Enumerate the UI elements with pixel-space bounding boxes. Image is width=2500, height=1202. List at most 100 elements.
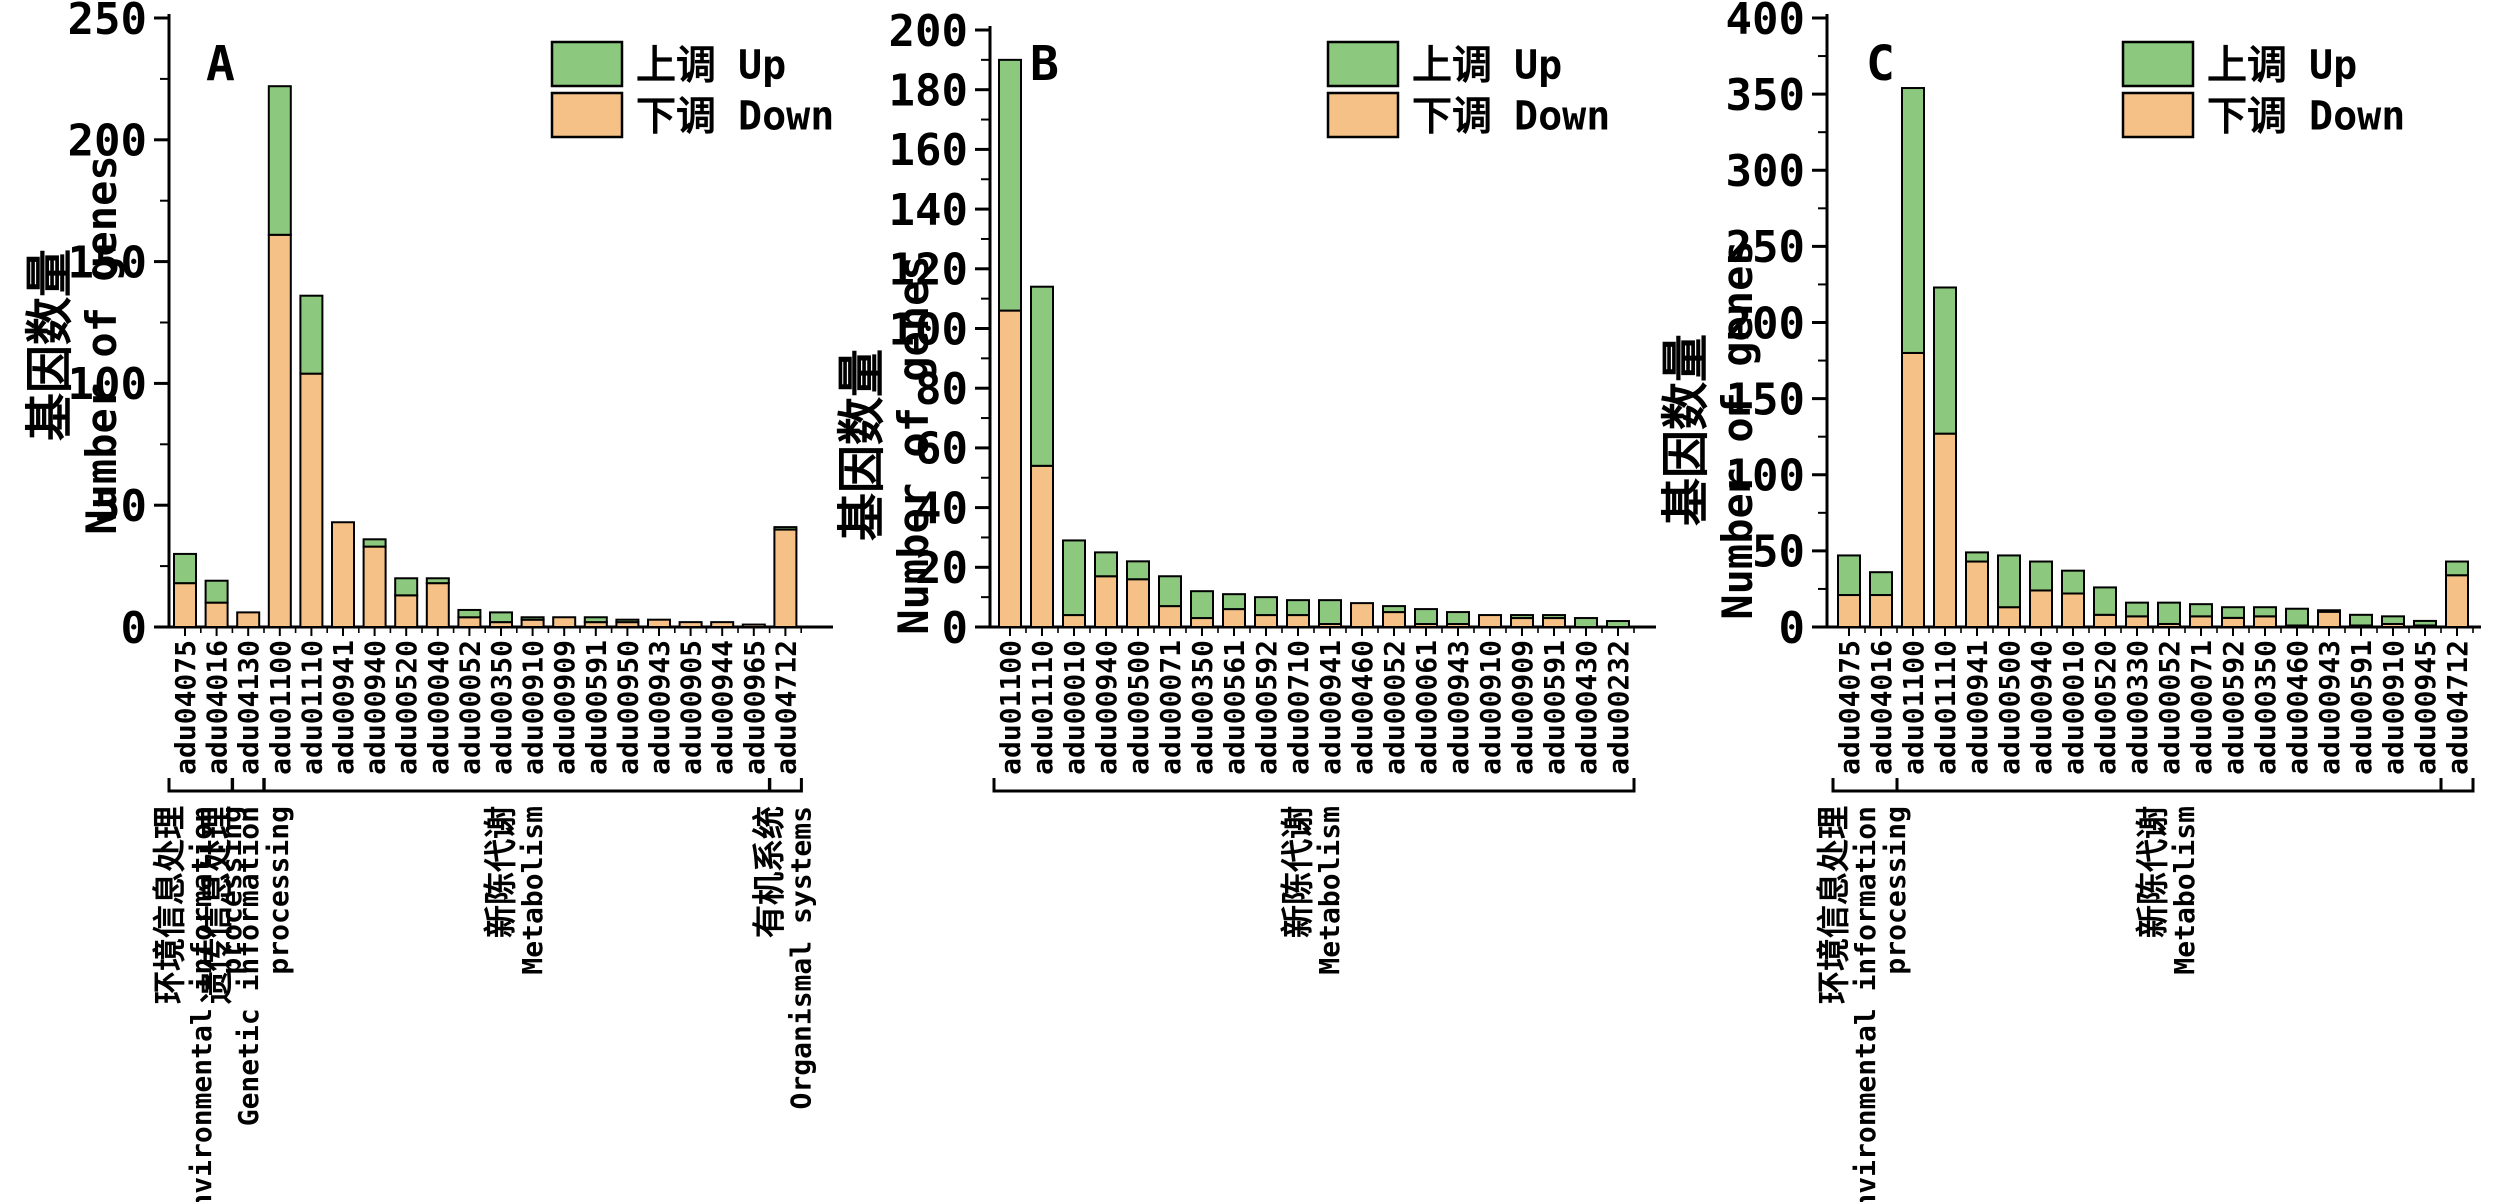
- panel-c-adu00350-down-bar: [2253, 615, 2277, 629]
- panel-c-xlabel-adu00591: adu00591: [2345, 640, 2378, 775]
- panel-b-adu00430-up-bar: [1574, 617, 1598, 628]
- panel-a-adu00940-down-bar: [362, 545, 387, 628]
- panel-b-xlabel-adu00561: adu00561: [1218, 640, 1251, 775]
- panel-a-xlabel-adu01100: adu01100: [264, 640, 297, 775]
- panel-c-xlabel-adu01110: adu01110: [1929, 640, 1962, 775]
- panel-a-adu00965-down-bar: [741, 623, 766, 629]
- panel-a-adu01110-up-bar: [299, 294, 324, 375]
- panel-b-xlabel-adu00460: adu00460: [1346, 640, 1379, 775]
- panel-b-adu00940-down-bar: [1094, 575, 1118, 629]
- panel-b-ytick-label-60: 60: [915, 424, 968, 475]
- panel-a-adu00040-down-bar: [425, 582, 450, 628]
- panel-a-group-label-1-line-2: processing: [262, 806, 295, 975]
- panel-a-adu01100-up-bar: [267, 85, 292, 236]
- panel-a-xlabel-adu04712: adu04712: [769, 640, 802, 775]
- panel-b-xlabel-adu00500: adu00500: [1122, 640, 1155, 775]
- panel-a-adu00520-up-bar: [394, 577, 419, 597]
- panel-c-adu01110-down-bar: [1933, 432, 1957, 628]
- panel-a-ytick-label-200: 200: [68, 116, 147, 167]
- panel-a-adu00350-up-bar: [489, 611, 513, 624]
- panel-b-adu00061-up-bar: [1414, 608, 1438, 626]
- panel-c-adu00330-down-bar: [2125, 615, 2149, 629]
- panel-c-ytick-label-150: 150: [1726, 374, 1805, 425]
- panel-c-adu01100-up-bar: [1901, 87, 1925, 354]
- panel-c-legend-down-label: 下调 Down: [2207, 93, 2405, 139]
- panel-a-xlabel-adu00910: adu00910: [517, 640, 550, 775]
- panel-b-group-bracket-0: [992, 778, 1636, 793]
- panel-c-adu00071-up-bar: [2189, 603, 2213, 618]
- panel-b-adu00350-up-bar: [1190, 590, 1214, 620]
- panel-c-xlabel-adu00010: adu00010: [2057, 640, 2090, 775]
- panel-a-xlabel-adu01110: adu01110: [295, 640, 328, 775]
- panel-b-xlabel-adu00940: adu00940: [1090, 640, 1123, 775]
- panel-b-adu00710-up-bar: [1286, 599, 1310, 617]
- panel-a-xlabel-adu00520: adu00520: [390, 640, 423, 775]
- panel-a-adu00591-up-bar: [583, 616, 608, 624]
- panel-b-xlabel-adu00592: adu00592: [1250, 640, 1283, 775]
- panel-c-adu04712-up-bar: [2445, 560, 2469, 577]
- panel-b-xlabel-adu00710: adu00710: [1282, 640, 1315, 775]
- panel-a-adu00052-up-bar: [457, 608, 482, 619]
- panel-b-xlabel-adu00591: adu00591: [1538, 640, 1571, 775]
- panel-a-group-bracket-3: [767, 778, 803, 793]
- panel-a-group-bracket-0: [167, 778, 235, 793]
- panel-c-adu04016-up-bar: [1869, 571, 1893, 597]
- panel-c-xlabel-adu04016: adu04016: [1865, 640, 1898, 775]
- panel-a-legend-down-swatch: [550, 91, 624, 139]
- panel-c-adu04075-down-bar: [1837, 594, 1861, 629]
- panel-c-adu00520-down-bar: [2093, 613, 2117, 629]
- panel-a-adu00909-down-bar: [552, 616, 577, 628]
- panel-c-group-label-0-line-2: processing: [1879, 806, 1912, 975]
- panel-b-adu00052-down-bar: [1382, 611, 1406, 629]
- panel-b-xlabel-adu00909: adu00909: [1506, 640, 1539, 775]
- panel-c-xlabel-adu00350: adu00350: [2249, 640, 2282, 775]
- panel-b-xlabel-adu00941: adu00941: [1314, 640, 1347, 775]
- panel-c-adu00940-up-bar: [2029, 560, 2053, 592]
- panel-b-xlabel-adu01100: adu01100: [994, 640, 1027, 775]
- panel-c-adu00941-up-bar: [1965, 551, 1989, 563]
- panel-b-adu01100-down-bar: [998, 309, 1022, 628]
- panel-a-group-label-0-line-0: 环境信息处理: [150, 806, 189, 1004]
- panel-b-ytick-label-200: 200: [889, 6, 968, 57]
- panel-b-ytick-label-20: 20: [915, 543, 968, 594]
- panel-b-adu00591-up-bar: [1542, 614, 1566, 620]
- panel-a-adu01110-down-bar: [299, 372, 324, 628]
- panel-c-adu00941-down-bar: [1965, 560, 1989, 628]
- panel-c-adu00010-down-bar: [2061, 592, 2085, 629]
- panel-c-adu01100-down-bar: [1901, 351, 1925, 628]
- panel-a-letter: A: [206, 36, 235, 92]
- panel-b-adu01100-up-bar: [998, 58, 1022, 312]
- panel-c-xlabel-adu00330: adu00330: [2121, 640, 2154, 775]
- panel-b-adu00071-up-bar: [1158, 575, 1182, 608]
- panel-b-adu00071-down-bar: [1158, 605, 1182, 628]
- panel-a-adu00052-down-bar: [457, 616, 482, 628]
- panel-b-adu00232-up-bar: [1606, 620, 1630, 629]
- panel-a-xlabel-adu00940: adu00940: [359, 640, 392, 775]
- panel-a-ytick-label-50: 50: [94, 481, 147, 532]
- panel-a-group-label-3-line-1: Organismal systems: [784, 806, 817, 1109]
- panel-a-legend-down-label: 下调 Down: [636, 93, 834, 139]
- panel-c-xlabel-adu00943: adu00943: [2313, 640, 2346, 775]
- panel-b-adu00561-down-bar: [1222, 608, 1246, 629]
- panel-a-group-label-0-line-2: processing: [215, 806, 248, 975]
- panel-b-adu00910-down-bar: [1478, 614, 1502, 628]
- panel-b-adu01110-down-bar: [1030, 464, 1054, 628]
- panel-b-ytick-label-80: 80: [915, 364, 968, 415]
- panel-a-ytick-label-150: 150: [68, 237, 147, 288]
- panel-a-adu00910-down-bar: [520, 618, 545, 629]
- panel-a-ytick-label-100: 100: [68, 359, 147, 410]
- panel-a-ytick-label-250: 250: [68, 0, 147, 45]
- panel-a-xlabel-adu04130: adu04130: [232, 640, 265, 775]
- panel-a-xlabel-adu00591: adu00591: [580, 640, 613, 775]
- panel-c-group-label-1-line-0: 新陈代谢: [2133, 806, 2172, 938]
- panel-a-adu04075-down-bar: [173, 582, 197, 628]
- panel-c-adu00940-down-bar: [2029, 589, 2053, 629]
- panel-c-xlabel-adu00945: adu00945: [2409, 640, 2442, 775]
- panel-a-group-label-0-line-1: Environmental information: [185, 806, 218, 1202]
- panel-c-adu00500-down-bar: [1997, 606, 2021, 629]
- panel-b-adu00592-up-bar: [1254, 596, 1278, 617]
- panel-b-ytick-label-180: 180: [889, 66, 968, 117]
- panel-b-letter: B: [1030, 36, 1059, 92]
- panel-c-ytick-label-200: 200: [1726, 298, 1805, 349]
